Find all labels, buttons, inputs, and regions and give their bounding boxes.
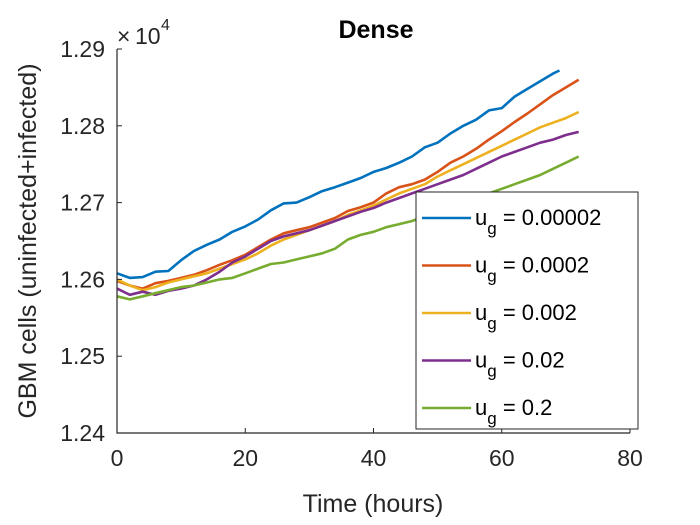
legend-label-subscript: g: [487, 267, 496, 286]
y-ticks: 1.24 1.25 1.26 1.27 1.28 1.29: [60, 36, 122, 446]
legend-label-subscript: g: [487, 219, 496, 238]
series-line-1: [116, 69, 561, 280]
legend-label-value: = 0.002: [497, 300, 577, 325]
legend-label-base: u: [475, 395, 487, 420]
y-multiplier: × 10 4: [117, 17, 170, 49]
legend-label-subscript: g: [487, 314, 496, 333]
legend-label-base: u: [475, 205, 487, 230]
x-tick-label: 60: [489, 445, 515, 471]
chart-title: Dense: [338, 16, 413, 44]
legend-label-value: = 0.2: [497, 395, 553, 420]
legend-box: [415, 191, 639, 430]
legend-label-value: = 0.0002: [497, 253, 589, 278]
legend-label-value: = 0.00002: [497, 205, 602, 230]
legend-label-subscript: g: [487, 409, 496, 428]
x-axis-label: Time (hours): [303, 490, 444, 518]
legend-entry-5: ug = 0.2: [422, 395, 552, 428]
legend-entry-1: ug = 0.00002: [422, 205, 601, 238]
legend-entry-4: ug = 0.02: [422, 348, 565, 381]
legend-label: ug = 0.2: [475, 395, 552, 428]
y-tick-label: 1.26: [60, 266, 105, 292]
y-tick-label: 1.24: [60, 420, 105, 446]
legend-label: ug = 0.02: [475, 348, 565, 381]
y-tick-label: 1.28: [60, 113, 105, 139]
x-ticks: 0 20 40 60 80: [111, 428, 643, 471]
series-line-5: [116, 155, 580, 301]
y-tick-label: 1.29: [60, 36, 105, 62]
x-tick-label: 80: [617, 445, 643, 471]
legend-label-subscript: g: [487, 362, 496, 381]
legend-label: ug = 0.002: [475, 300, 577, 333]
series-layer: [116, 69, 580, 301]
legend-label: ug = 0.0002: [475, 253, 589, 286]
x-tick-label: 40: [361, 445, 387, 471]
legend-entry-3: ug = 0.002: [422, 300, 577, 333]
legend-label-base: u: [475, 300, 487, 325]
y-tick-label: 1.25: [60, 343, 105, 369]
y-tick-label: 1.27: [60, 190, 105, 216]
series-line-2: [116, 78, 580, 290]
y-multiplier-base: 10: [135, 23, 161, 49]
series-line-3: [116, 110, 580, 292]
legend-label: ug = 0.00002: [475, 205, 601, 238]
y-axis-label: GBM cells (uninfected+infected): [14, 63, 42, 418]
y-multiplier-exponent: 4: [161, 17, 170, 34]
legend-label-value: = 0.02: [497, 348, 565, 373]
legend-label-base: u: [475, 253, 487, 278]
x-tick-label: 0: [111, 445, 124, 471]
legend-entry-2: ug = 0.0002: [422, 253, 589, 286]
y-multiplier-times: ×: [117, 23, 130, 49]
x-tick-label: 20: [232, 445, 258, 471]
legend-label-base: u: [475, 348, 487, 373]
